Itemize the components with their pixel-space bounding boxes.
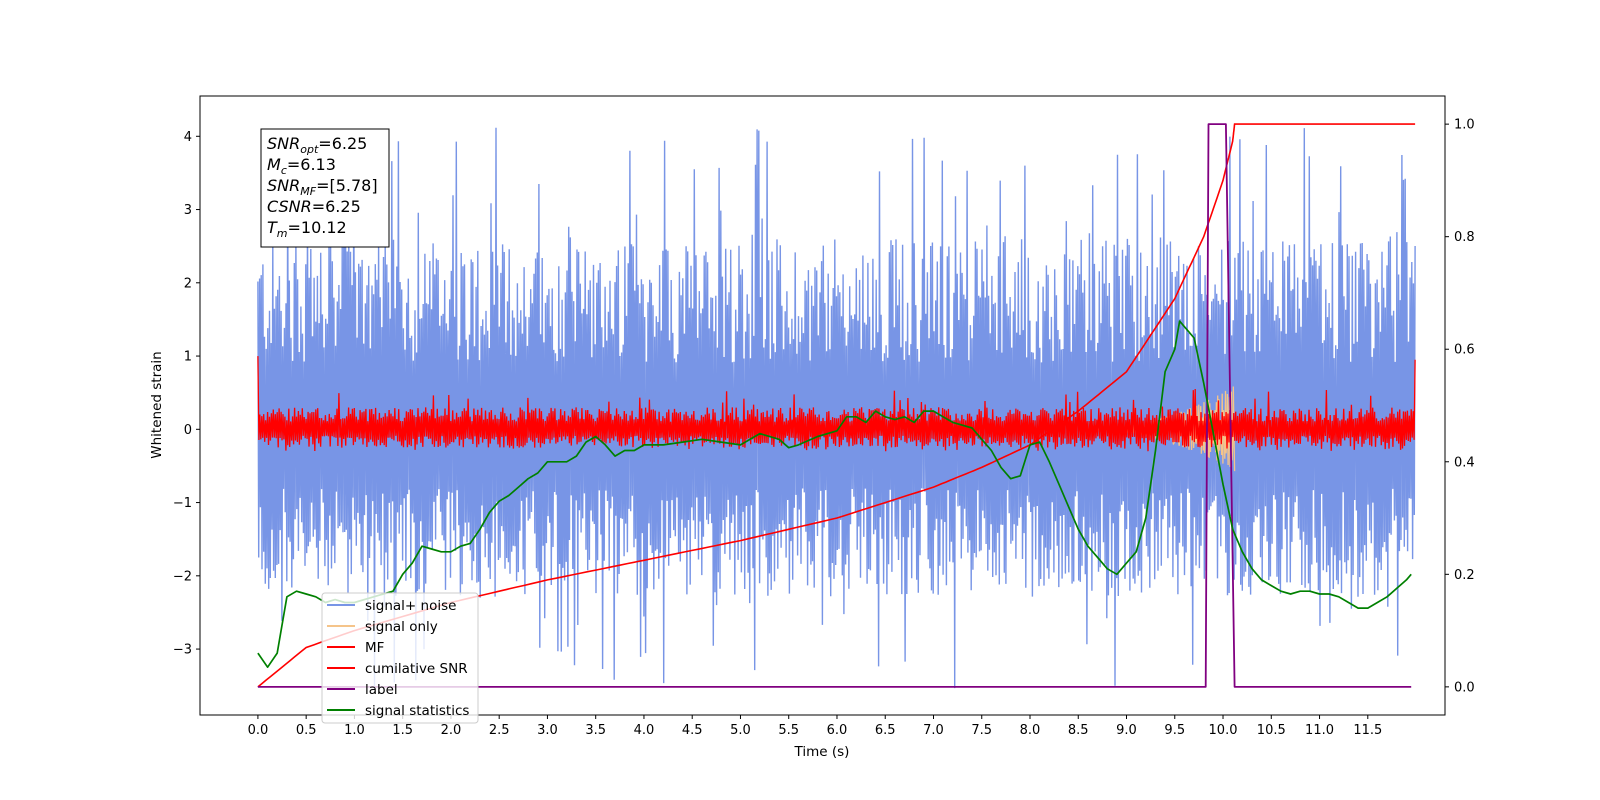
x-tick-label: 7.5 [971, 723, 992, 738]
y2-tick-label: 0.8 [1454, 230, 1475, 245]
y2-tick-label: 0.4 [1454, 455, 1475, 470]
y-axis-label: Whitened strain [149, 351, 165, 458]
x-tick-label: 7.0 [923, 723, 944, 738]
info-line: Tm=10.12 [267, 218, 347, 240]
x-tick-label: 6.0 [827, 723, 848, 738]
y2-tick-label: 0.2 [1454, 568, 1475, 583]
x-tick-label: 2.5 [489, 723, 510, 738]
x-tick-label: 11.0 [1305, 723, 1334, 738]
legend-label: signal statistics [365, 703, 469, 719]
legend-label: signal+ noise [365, 598, 456, 614]
x-tick-label: 0.0 [248, 723, 269, 738]
x-tick-label: 11.5 [1353, 723, 1382, 738]
series-mf [257, 356, 1416, 452]
x-tick-label: 5.5 [778, 723, 799, 738]
y-tick-label: 1 [184, 350, 192, 365]
y2-tick-label: 1.0 [1454, 118, 1475, 133]
y-tick-label: 3 [184, 203, 192, 218]
series-label [257, 123, 1412, 688]
x-axis-label: Time (s) [794, 744, 850, 760]
y-tick-label: −1 [173, 496, 192, 511]
y-tick-label: 4 [184, 130, 192, 145]
legend-label: MF [365, 640, 384, 656]
legend-label: signal only [365, 619, 438, 635]
x-tick-label: 6.5 [875, 723, 896, 738]
x-tick-label: 1.5 [392, 723, 413, 738]
x-tick-label: 8.0 [1020, 723, 1041, 738]
y-tick-label: −2 [173, 569, 192, 584]
info-line: SNRMF=[5.78] [267, 176, 378, 198]
info-line: CSNR=6.25 [267, 197, 361, 216]
x-tick-label: 9.0 [1116, 723, 1137, 738]
y2-tick-label: 0.6 [1454, 343, 1475, 358]
x-tick-label: 4.0 [634, 723, 655, 738]
legend-label: cumilative SNR [365, 661, 468, 677]
series-signal-statistics [257, 320, 1412, 669]
x-tick-label: 3.5 [585, 723, 606, 738]
x-tick-label: 8.5 [1068, 723, 1089, 738]
x-tick-label: 9.5 [1164, 723, 1185, 738]
y-tick-label: 0 [184, 423, 192, 438]
x-tick-label: 1.0 [344, 723, 365, 738]
x-tick-label: 10.0 [1209, 723, 1238, 738]
x-tick-label: 0.5 [296, 723, 317, 738]
legend-box [321, 592, 479, 724]
y-tick-label: 2 [184, 276, 192, 291]
x-tick-label: 4.5 [682, 723, 703, 738]
y-tick-label: −3 [173, 643, 192, 658]
info-box [260, 128, 390, 248]
x-tick-label: 3.0 [537, 723, 558, 738]
legend-label: label [365, 682, 398, 698]
plot-frame [199, 95, 1446, 716]
x-tick-label: 10.5 [1257, 723, 1286, 738]
x-tick-label: 2.0 [441, 723, 462, 738]
y2-tick-label: 0.0 [1454, 680, 1475, 695]
info-line: SNRopt=6.25 [267, 134, 367, 156]
x-tick-label: 5.0 [730, 723, 751, 738]
info-line: Mc=6.13 [267, 155, 336, 177]
